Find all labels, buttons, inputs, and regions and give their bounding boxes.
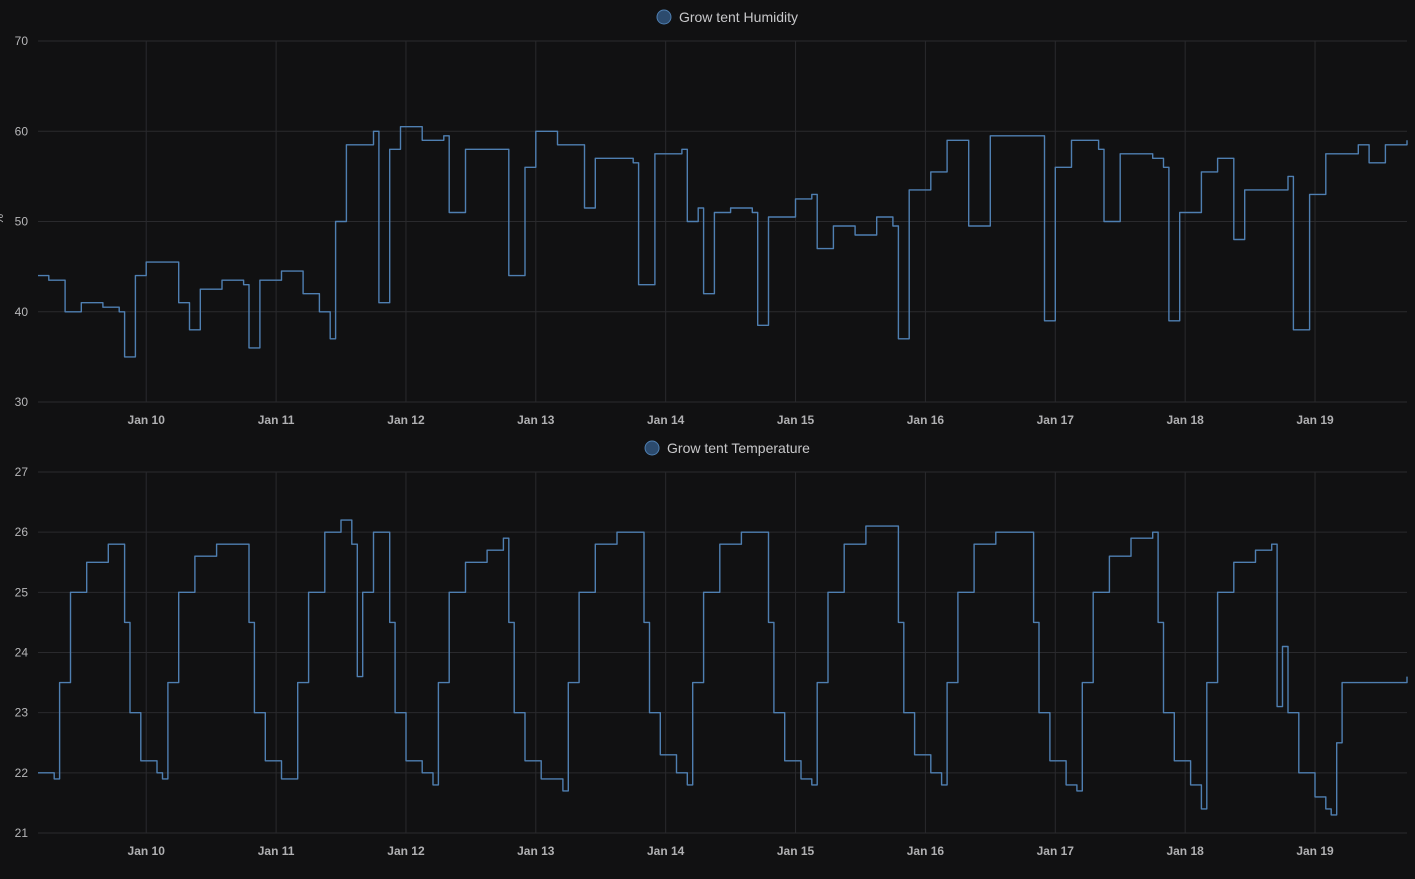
humidity-panel: 30 40 50 60 70 Jan 10 Jan 11 Jan 12 Jan 13 Jan 14… bbox=[0, 9, 1408, 427]
series-line bbox=[38, 519, 1408, 816]
y-tick-label: 23 bbox=[15, 706, 29, 720]
x-tick-label: Jan 14 bbox=[647, 844, 685, 858]
legend: Grow tent Humidity bbox=[656, 9, 798, 25]
y-axis-label: ° bbox=[0, 651, 6, 656]
y-tick-label: 60 bbox=[15, 124, 29, 138]
plot-area: 30 40 50 60 70 Jan 10 Jan 11 Jan 12 Jan 13 Jan 14… bbox=[0, 34, 1408, 427]
y-axis-label: % bbox=[0, 214, 6, 225]
x-tick-label: Jan 10 bbox=[128, 413, 166, 427]
legend: Grow tent Temperature bbox=[644, 440, 810, 456]
x-tick-label: Jan 18 bbox=[1166, 413, 1204, 427]
y-tick-label: 27 bbox=[15, 465, 29, 479]
x-tick-label: Jan 12 bbox=[387, 413, 425, 427]
legend-label: Grow tent Temperature bbox=[667, 440, 810, 456]
y-tick-label: 50 bbox=[15, 215, 29, 229]
y-tick-label: 26 bbox=[15, 525, 29, 539]
x-tick-label: Jan 16 bbox=[907, 844, 945, 858]
plot-area: 21 22 23 24 25 26 27 Jan 10 Jan 11 Jan 12 Jan 13 Ja… bbox=[0, 465, 1408, 858]
x-tick-label: Jan 18 bbox=[1166, 844, 1204, 858]
x-tick-label: Jan 10 bbox=[128, 844, 166, 858]
x-tick-label: Jan 15 bbox=[777, 413, 815, 427]
y-tick-label: 40 bbox=[15, 305, 29, 319]
x-tick-label: Jan 17 bbox=[1037, 844, 1075, 858]
x-tick-label: Jan 15 bbox=[777, 844, 815, 858]
x-tick-label: Jan 11 bbox=[258, 413, 295, 427]
humidity-chart: 30 40 50 60 70 Jan 10 Jan 11 Jan 12 Jan 13 Jan 14… bbox=[0, 9, 1408, 427]
x-tick-label: Jan 19 bbox=[1296, 844, 1334, 858]
y-tick-label: 70 bbox=[15, 34, 29, 48]
y-tick-label: 30 bbox=[15, 395, 29, 409]
legend-label: Grow tent Humidity bbox=[679, 9, 798, 25]
x-tick-label: Jan 11 bbox=[258, 844, 295, 858]
y-tick-label: 25 bbox=[15, 585, 29, 599]
series-line bbox=[38, 126, 1408, 358]
legend-swatch-icon bbox=[644, 440, 660, 456]
x-tick-label: Jan 13 bbox=[517, 413, 555, 427]
x-tick-label: Jan 14 bbox=[647, 413, 685, 427]
x-tick-label: Jan 17 bbox=[1037, 413, 1075, 427]
legend-swatch-icon bbox=[656, 9, 672, 25]
x-tick-label: Jan 13 bbox=[517, 844, 555, 858]
y-tick-label: 24 bbox=[15, 646, 29, 660]
y-tick-label: 22 bbox=[15, 766, 29, 780]
x-tick-label: Jan 19 bbox=[1296, 413, 1334, 427]
x-tick-label: Jan 16 bbox=[907, 413, 945, 427]
y-tick-label: 21 bbox=[15, 826, 29, 840]
x-tick-label: Jan 12 bbox=[387, 844, 425, 858]
